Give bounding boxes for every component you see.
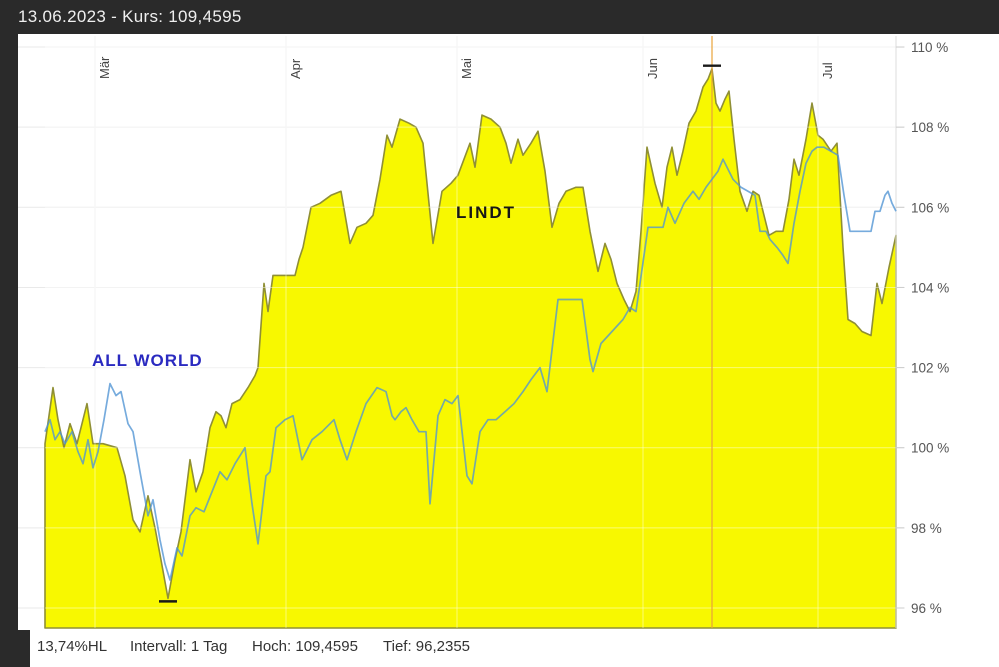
y-axis-label: 108 % (911, 120, 949, 135)
y-axis-label: 102 % (911, 361, 949, 376)
all-world-line-series (44, 146, 897, 581)
y-axis-label: 104 % (911, 280, 949, 295)
y-axis-label: 98 % (911, 521, 942, 536)
x-axis-month-label: Jun (645, 58, 660, 79)
footer-bar: 13,74%HL Intervall: 1 Tag Hoch: 109,4595… (30, 630, 999, 667)
lindt-area-series (44, 67, 897, 629)
y-axis-label: 96 % (911, 601, 942, 616)
low-value-label: Tief: 96,2355 (383, 638, 471, 655)
x-axis-month-label: Jul (820, 62, 835, 79)
x-axis-month-label: Mai (459, 58, 474, 79)
interval-label: Intervall: 1 Tag (130, 638, 228, 655)
x-axis-month-label: Mär (97, 56, 112, 79)
range-percent-hl: 13,74%HL (37, 638, 108, 655)
x-axis-month-label: Apr (288, 58, 303, 79)
y-axis-label: 100 % (911, 441, 949, 456)
y-axis-label: 106 % (911, 200, 949, 215)
y-axis-label: 110 % (911, 40, 948, 55)
header-date-kurs: 13.06.2023 - Kurs: 109,4595 (18, 7, 242, 26)
header-bar: 13.06.2023 - Kurs: 109,4595 (0, 0, 999, 34)
high-value-label: Hoch: 109,4595 (252, 638, 358, 655)
